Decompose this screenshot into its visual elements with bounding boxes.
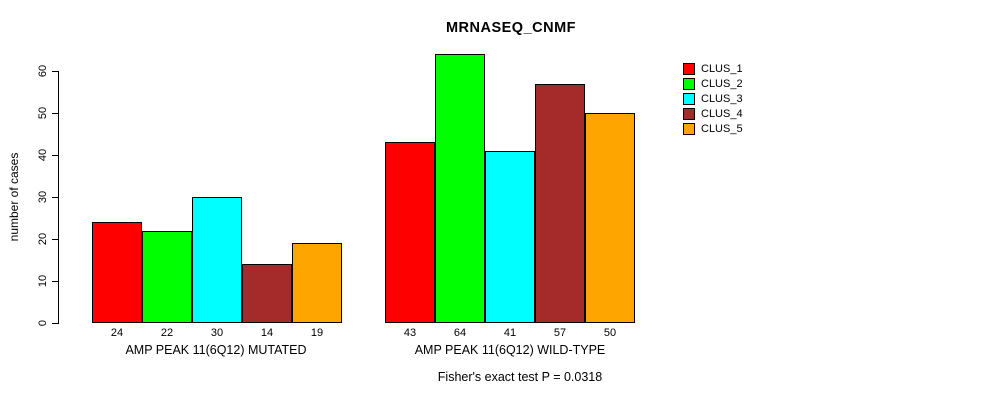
bar-clus_3-group1 <box>192 197 242 323</box>
bar-clus_3-group2 <box>485 151 535 323</box>
legend-label: CLUS_4 <box>701 107 743 120</box>
legend-swatch-clus_5 <box>683 122 695 135</box>
y-tick-mark <box>52 281 59 282</box>
bar-clus_4-group1 <box>242 264 292 323</box>
bar-value-label: 24 <box>110 327 124 339</box>
bar-clus_5-group2 <box>585 113 635 323</box>
bar-clus_5-group1 <box>292 243 342 323</box>
y-tick-mark <box>52 155 59 156</box>
y-tick-label: 40 <box>37 148 49 162</box>
y-tick-label: 0 <box>37 319 49 327</box>
y-tick-mark <box>52 113 59 114</box>
legend-label: CLUS_1 <box>701 62 743 75</box>
legend-item-clus_2: CLUS_2 <box>683 76 743 91</box>
y-tick-mark <box>52 197 59 198</box>
y-tick-mark <box>52 239 59 240</box>
y-tick-label: 50 <box>37 106 49 120</box>
y-axis-title: number of cases <box>7 152 21 242</box>
legend-item-clus_1: CLUS_1 <box>683 61 743 76</box>
y-tick-mark <box>52 71 59 72</box>
y-tick-label: 10 <box>37 274 49 288</box>
legend-label: CLUS_5 <box>701 122 743 135</box>
bar-value-label: 14 <box>260 327 274 339</box>
bar-value-label: 30 <box>210 327 224 339</box>
bar-value-label: 57 <box>553 327 567 339</box>
footnote-fishers-test: Fisher's exact test P = 0.0318 <box>437 370 603 384</box>
legend-swatch-clus_2 <box>683 77 695 90</box>
bar-clus_4-group2 <box>535 84 585 323</box>
legend-item-clus_4: CLUS_4 <box>683 106 743 121</box>
bar-value-label: 64 <box>453 327 467 339</box>
y-tick-label: 20 <box>37 232 49 246</box>
bar-value-label: 41 <box>503 327 517 339</box>
bar-value-label: 43 <box>403 327 417 339</box>
legend: CLUS_1 CLUS_2 CLUS_3 CLUS_4 CLUS_5 <box>683 61 743 136</box>
chart-title: MRNASEQ_CNMF <box>445 20 577 36</box>
legend-swatch-clus_4 <box>683 107 695 120</box>
legend-item-clus_5: CLUS_5 <box>683 121 743 136</box>
bar-clus_2-group1 <box>142 231 192 323</box>
bar-clus_1-group1 <box>92 222 142 323</box>
y-tick-label: 60 <box>37 64 49 78</box>
bar-clus_1-group2 <box>385 142 435 323</box>
legend-label: CLUS_3 <box>701 92 743 105</box>
bar-value-label: 22 <box>160 327 174 339</box>
legend-label: CLUS_2 <box>701 77 743 90</box>
bar-clus_2-group2 <box>435 54 485 323</box>
bar-value-label: 19 <box>310 327 324 339</box>
y-tick-label: 30 <box>37 190 49 204</box>
y-tick-mark <box>52 323 59 324</box>
bar-value-label: 50 <box>603 327 617 339</box>
legend-item-clus_3: CLUS_3 <box>683 91 743 106</box>
legend-swatch-clus_3 <box>683 92 695 105</box>
group-label-mutated: AMP PEAK 11(6Q12) MUTATED <box>125 343 307 357</box>
group-label-wildtype: AMP PEAK 11(6Q12) WILD-TYPE <box>414 343 606 357</box>
legend-swatch-clus_1 <box>683 62 695 75</box>
